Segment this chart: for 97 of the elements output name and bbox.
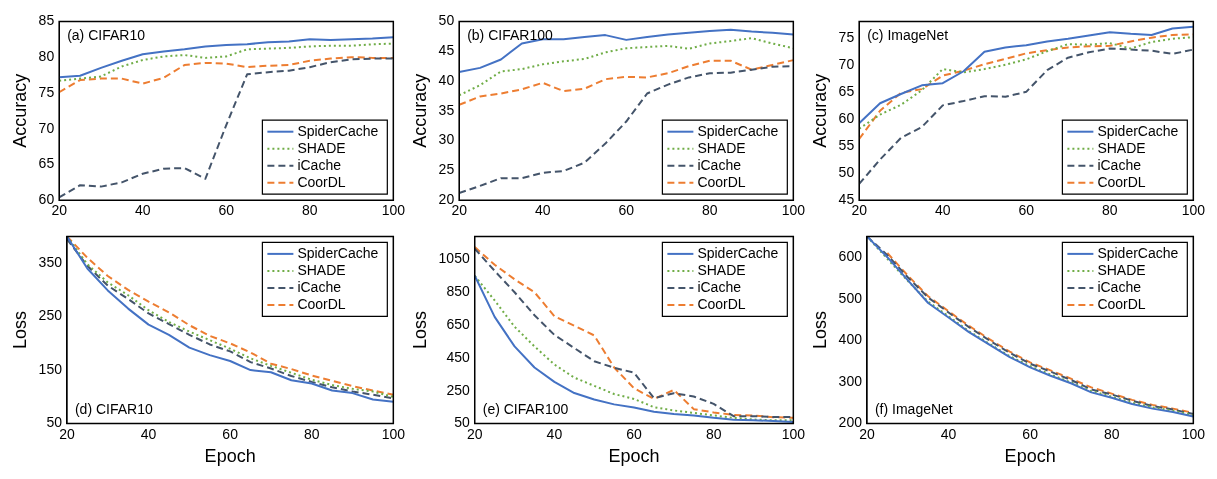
legend-label: CoorDL — [297, 173, 346, 190]
x-tick-label: 40 — [140, 425, 157, 442]
x-tick-label: 80 — [303, 425, 320, 442]
x-tick-label: 100 — [381, 425, 406, 442]
line-series — [59, 42, 394, 82]
line-series — [459, 59, 794, 106]
y-tick-label: 1050 — [438, 250, 470, 267]
legend-label: CoorDL — [297, 295, 346, 312]
y-tick-label: 85 — [38, 12, 55, 29]
legend-label: iCache — [697, 156, 742, 173]
x-axis-title: Epoch — [608, 446, 660, 467]
annotation: (d) CIFAR10 — [74, 401, 153, 418]
legend-label: SpiderCache — [297, 122, 379, 139]
x-tick-label: 40 — [134, 202, 151, 219]
x-tick-label: 100 — [1181, 425, 1206, 442]
x-tick-label: 60 — [618, 202, 635, 219]
annotation: (f) ImageNet — [874, 401, 953, 418]
y-axis-title: Loss — [9, 310, 30, 350]
legend-label: SHADE — [697, 261, 746, 278]
legend-label: CoorDL — [1097, 173, 1146, 190]
x-tick-label: 60 — [626, 425, 643, 442]
y-tick-label: 650 — [446, 315, 470, 332]
y-tick-label: 60 — [838, 109, 855, 126]
y-tick-label: 65 — [38, 155, 55, 172]
x-tick-label: 60 — [1018, 202, 1035, 219]
x-tick-label: 40 — [546, 425, 563, 442]
annotation: (c) ImageNet — [867, 27, 949, 44]
y-tick-label: 40 — [438, 71, 455, 88]
legend-label: SHADE — [1097, 139, 1146, 156]
legend-label: iCache — [1097, 278, 1142, 295]
annotation: (a) CIFAR10 — [67, 27, 146, 44]
legend-label: CoorDL — [697, 295, 746, 312]
y-tick-label: 50 — [438, 12, 455, 29]
y-axis-title: Loss — [409, 310, 430, 350]
x-tick-label: 100 — [781, 425, 806, 442]
y-tick-label: 500 — [838, 289, 863, 306]
legend-label: SpiderCache — [1097, 122, 1179, 139]
y-tick-label: 45 — [438, 42, 455, 59]
y-tick-label: 75 — [38, 83, 55, 100]
legend-label: CoorDL — [697, 173, 746, 190]
x-tick-label: 40 — [934, 202, 951, 219]
x-tick-label: 100 — [781, 202, 806, 219]
x-tick-label: 80 — [301, 202, 318, 219]
y-axis-title: Accuracy — [409, 73, 430, 148]
x-tick-label: 60 — [218, 202, 235, 219]
x-tick-label: 40 — [940, 425, 957, 442]
y-tick-label: 50 — [838, 163, 855, 180]
y-tick-label: 80 — [38, 48, 55, 65]
legend-label: iCache — [297, 156, 342, 173]
x-tick-label: 100 — [381, 202, 406, 219]
y-tick-label: 300 — [838, 372, 863, 389]
legend-label: SpiderCache — [697, 244, 779, 261]
annotation: (e) CIFAR100 — [482, 401, 569, 418]
y-axis-title: Accuracy — [9, 73, 30, 148]
line-series — [59, 57, 394, 199]
line-series — [859, 47, 1194, 185]
x-tick-label: 80 — [701, 202, 718, 219]
x-tick-label: 60 — [222, 425, 239, 442]
x-tick-label: 60 — [1022, 425, 1039, 442]
legend-label: SpiderCache — [697, 122, 779, 139]
legend-label: SHADE — [697, 139, 746, 156]
y-tick-label: 55 — [838, 136, 855, 153]
legend-label: iCache — [297, 278, 342, 295]
legend-label: SHADE — [297, 139, 346, 156]
y-tick-label: 25 — [438, 161, 455, 178]
x-tick-label: 80 — [705, 425, 722, 442]
y-tick-label: 70 — [38, 119, 55, 136]
line-series — [59, 56, 394, 94]
x-tick-label: 80 — [1101, 202, 1118, 219]
legend-label: CoorDL — [1097, 295, 1146, 312]
legend-label: SHADE — [1097, 261, 1146, 278]
y-tick-label: 150 — [38, 360, 63, 377]
x-axis-title: Epoch — [1004, 446, 1056, 467]
y-tick-label: 75 — [838, 28, 855, 45]
annotation: (b) CIFAR100 — [467, 27, 553, 44]
x-axis-title: Epoch — [204, 446, 256, 467]
legend-label: SHADE — [297, 261, 346, 278]
y-tick-label: 600 — [838, 248, 863, 265]
y-axis-title: Loss — [809, 310, 830, 350]
y-tick-label: 35 — [438, 101, 455, 118]
y-tick-label: 65 — [838, 82, 855, 99]
y-tick-label: 350 — [38, 254, 63, 270]
y-tick-label: 850 — [446, 283, 470, 300]
y-tick-label: 250 — [446, 381, 470, 398]
y-tick-label: 450 — [446, 348, 470, 365]
legend-label: iCache — [697, 278, 742, 295]
legend-label: SpiderCache — [1097, 244, 1179, 261]
y-tick-label: 30 — [438, 131, 455, 148]
x-tick-label: 40 — [534, 202, 551, 219]
y-axis-title: Accuracy — [809, 73, 830, 148]
y-tick-label: 70 — [838, 55, 855, 72]
y-tick-label: 250 — [38, 307, 63, 324]
x-tick-label: 80 — [1103, 425, 1120, 442]
y-tick-label: 400 — [838, 331, 863, 348]
legend-label: SpiderCache — [297, 244, 379, 261]
legend-label: iCache — [1097, 156, 1142, 173]
x-tick-label: 100 — [1181, 202, 1206, 219]
